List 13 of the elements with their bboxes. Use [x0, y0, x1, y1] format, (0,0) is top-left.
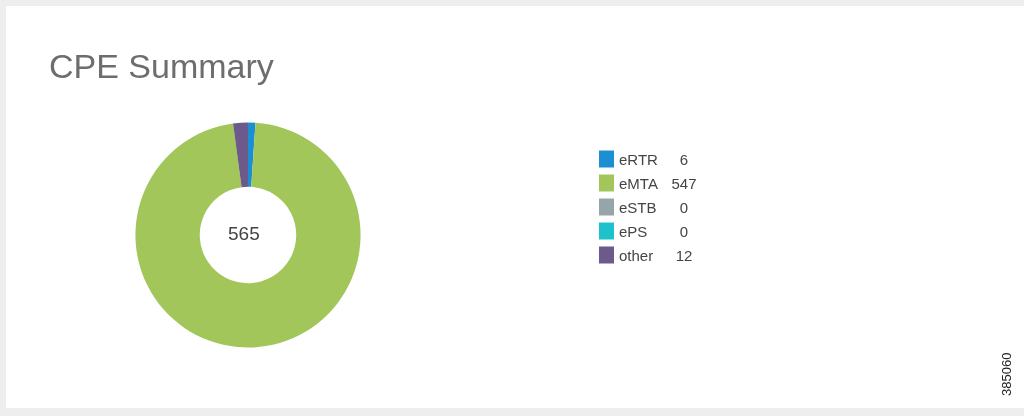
text: 0 [679, 222, 689, 240]
text: 0 [679, 198, 689, 216]
legend-label: eSTB [619, 198, 657, 216]
text: 565 [228, 223, 260, 244]
data-label: 12 [675, 246, 693, 264]
chart-title: CPE Summary [49, 47, 274, 85]
legend-label: eRTR [619, 150, 659, 168]
legend-label: ePS [619, 222, 648, 240]
data-label: 6 [679, 150, 689, 168]
text: 385060 [999, 352, 1014, 396]
legend-label: other [619, 246, 654, 264]
data-label: 547 [671, 174, 697, 192]
legend-label: eMTA [619, 174, 658, 192]
